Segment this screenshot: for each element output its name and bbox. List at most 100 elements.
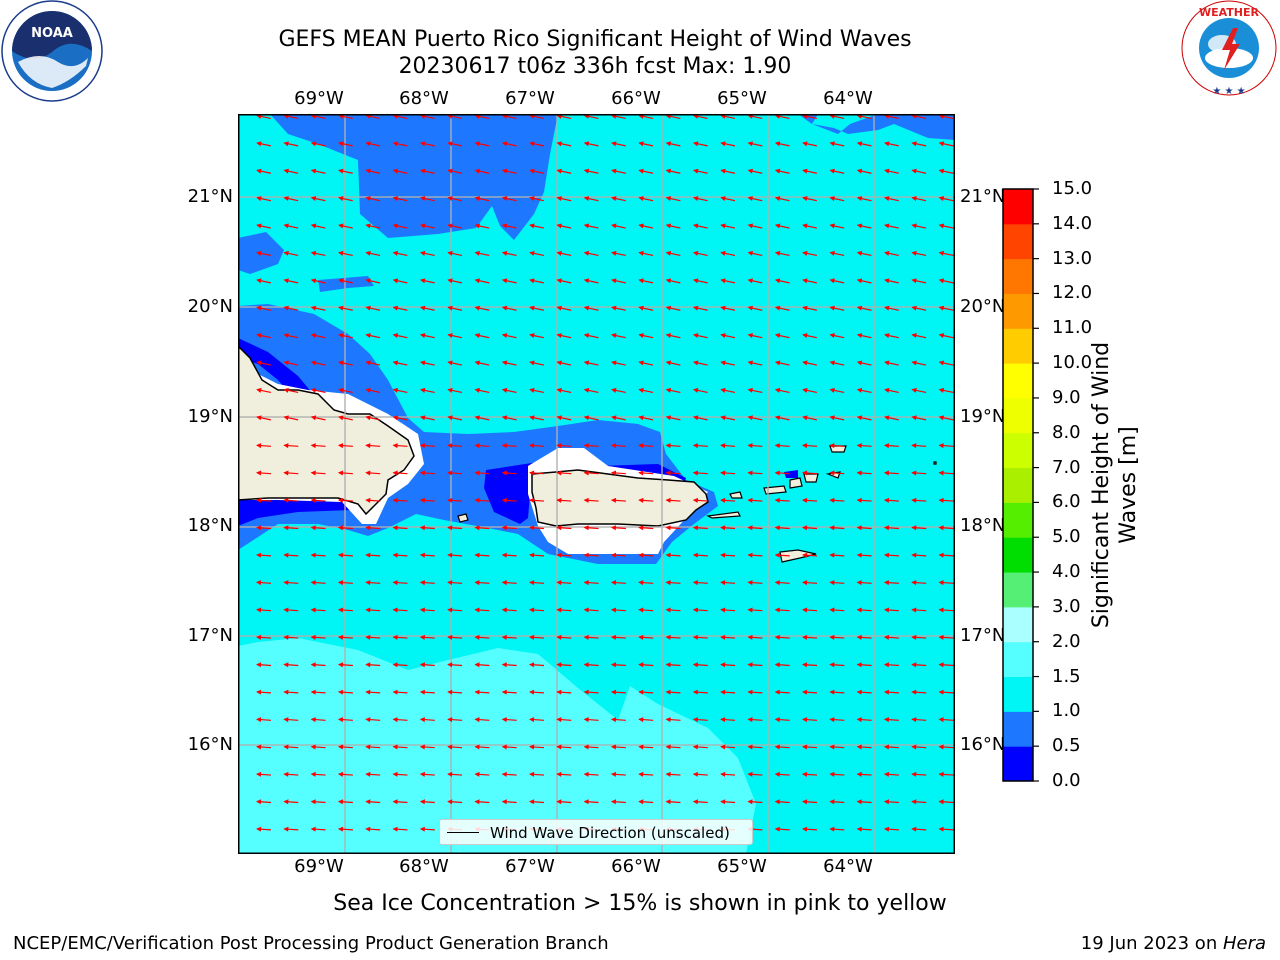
wind-arrow	[419, 223, 435, 229]
wind-arrow	[583, 607, 599, 613]
wind-arrow	[583, 223, 599, 229]
wind-arrow	[474, 744, 490, 750]
wind-arrow	[310, 360, 326, 366]
wind-arrow	[610, 662, 626, 668]
wind-arrow	[419, 525, 435, 531]
wind-arrow	[747, 141, 763, 147]
wind-arrow	[283, 141, 299, 147]
colorbar-tick-label: 11.0	[1052, 317, 1093, 339]
footer-date-text: 19 Jun 2023 on	[1080, 933, 1223, 954]
wind-arrow	[529, 689, 545, 695]
wind-arrow	[474, 799, 490, 805]
wind-arrow	[501, 580, 517, 586]
wind-arrow	[501, 168, 517, 174]
wind-arrow	[529, 223, 544, 229]
wind-arrow	[747, 387, 763, 394]
wind-arrow	[692, 771, 708, 777]
wind-arrow	[419, 607, 435, 613]
wind-arrow	[856, 278, 872, 284]
wind-arrow	[938, 250, 954, 257]
wind-arrow	[611, 196, 626, 202]
wind-arrow	[556, 799, 572, 805]
wind-arrow	[692, 223, 708, 229]
wind-arrow	[911, 607, 927, 613]
wind-arrow	[310, 497, 326, 503]
wind-arrow	[611, 415, 626, 421]
wind-arrow	[692, 415, 708, 421]
wind-arrow	[283, 662, 299, 668]
wind-arrow	[556, 196, 572, 202]
wind-arrow	[256, 525, 272, 531]
wind-arrow	[938, 717, 954, 723]
lat-label-left-19n: 19°N	[187, 406, 233, 427]
wind-arrow	[774, 278, 790, 284]
wind-arrow	[529, 141, 544, 147]
wind-arrow	[474, 443, 490, 449]
wind-arrow	[638, 799, 654, 805]
wind-arrow	[911, 470, 927, 476]
wind-arrow	[938, 305, 954, 311]
wind-arrow	[256, 196, 271, 202]
wind-arrow	[720, 689, 736, 695]
wind-arrow	[884, 168, 899, 174]
wind-arrow	[747, 196, 763, 202]
wind-arrow	[665, 360, 681, 366]
wind-arrow	[501, 607, 517, 613]
wind-arrow	[611, 360, 626, 366]
wind-arrow	[938, 607, 954, 613]
wind-arrow	[556, 168, 572, 174]
wind-arrow	[365, 580, 381, 586]
noaa-logo: NOAA	[1, 0, 103, 102]
wind-arrow	[829, 360, 845, 366]
lon-label-bottom-66w: 66°W	[611, 856, 661, 877]
wind-arrow	[419, 552, 435, 558]
wind-arrow	[720, 744, 736, 750]
wind-arrow	[501, 662, 517, 668]
wind-arrow	[938, 826, 954, 832]
footer-date: 19 Jun 2023 on Hera	[1081, 933, 1266, 954]
wind-arrow	[856, 250, 872, 257]
wind-arrow	[720, 552, 736, 558]
wind-arrow	[774, 744, 790, 750]
wind-arrow	[419, 168, 435, 174]
wind-arrow	[501, 552, 517, 558]
wind-arrow	[447, 744, 463, 750]
wind-arrow	[365, 607, 381, 613]
wind-arrow	[884, 415, 899, 421]
wind-arrow	[337, 443, 353, 449]
wind-arrow	[720, 634, 736, 640]
wind-arrow	[283, 771, 299, 777]
wind-arrow	[556, 525, 572, 531]
wind-arrow	[447, 141, 463, 147]
wind-arrow	[856, 387, 872, 394]
wind-arrow	[611, 305, 626, 311]
wind-arrow	[337, 799, 353, 805]
wind-arrow	[747, 771, 763, 777]
wind-arrow	[365, 634, 381, 640]
wind-arrow	[856, 141, 872, 147]
wind-arrow	[365, 799, 381, 805]
wind-arrow	[310, 826, 326, 832]
wind-arrow	[392, 497, 408, 503]
wind-arrow	[310, 305, 326, 311]
wind-arrow	[610, 607, 626, 613]
colorbar-tick-label: 14.0	[1052, 212, 1093, 234]
wind-arrow	[938, 525, 954, 531]
wind-arrow	[365, 415, 381, 421]
wind-arrow	[638, 771, 654, 777]
wind-arrow	[310, 415, 326, 421]
wind-arrow	[665, 744, 681, 750]
wind-arrow	[338, 250, 353, 257]
wind-arrow	[747, 580, 763, 586]
wind-arrow	[747, 497, 763, 503]
wind-arrow	[747, 305, 763, 311]
wind-arrow	[774, 607, 790, 613]
wind-arrow	[856, 360, 872, 366]
wind-arrow	[884, 360, 899, 366]
sea-ice-footnote: Sea Ice Concentration > 15% is shown in …	[333, 891, 947, 916]
wind-arrow	[883, 497, 899, 503]
wind-arrow	[447, 278, 463, 284]
wind-arrow	[556, 470, 572, 476]
wind-arrow	[419, 470, 435, 476]
wind-arrow	[829, 689, 845, 695]
